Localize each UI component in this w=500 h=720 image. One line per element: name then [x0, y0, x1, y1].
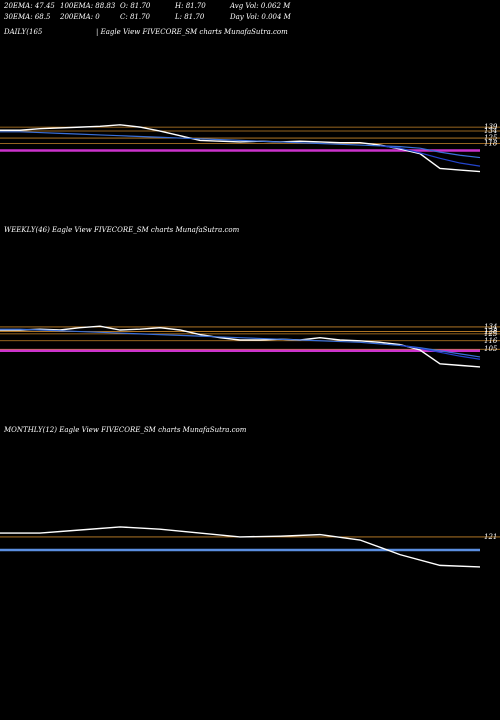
header-stat: 100EMA: 88.83: [60, 2, 116, 10]
level-label: 118: [484, 140, 498, 148]
level-label: 121: [484, 533, 497, 541]
panel-title: WEEKLY(46) Eagle View FIVECORE_SM charts…: [4, 226, 240, 234]
header-stat: 30EMA: 68.5: [4, 13, 51, 21]
level-label: 116: [484, 337, 498, 345]
price-line: [0, 124, 481, 173]
panel-title: MONTHLY(12) Eagle View FIVECORE_SM chart…: [3, 426, 247, 434]
level-label: 125: [484, 330, 498, 338]
level-label: 134: [484, 127, 497, 135]
level-label: 125: [484, 134, 498, 142]
price-line: [0, 526, 481, 568]
level-label: 139: [484, 123, 498, 131]
header-stat: 200EMA: 0: [59, 13, 100, 21]
header-stat: O: 81.70: [120, 2, 151, 10]
header-stat: Avg Vol: 0.062 M: [229, 2, 291, 10]
panel-title: DAILY(165: [3, 28, 43, 36]
header-stat: C: 81.70: [120, 13, 151, 21]
header-stat: 20EMA: 47.45: [3, 2, 55, 10]
header-stat: H: 81.70: [174, 2, 206, 10]
price-line: [0, 328, 481, 358]
price-line: [0, 131, 481, 159]
price-line: [0, 325, 481, 368]
level-label: 134: [484, 323, 497, 331]
price-line: [379, 145, 481, 167]
level-label: 128: [484, 328, 498, 336]
price-line: [399, 344, 481, 360]
header-stat: L: 81.70: [174, 13, 205, 21]
header-stat: Day Vol: 0.004 M: [229, 13, 292, 21]
panel-subtitle: | Eagle View FIVECORE_SM charts MunafaSu…: [96, 28, 288, 36]
level-label: 105: [484, 345, 498, 353]
